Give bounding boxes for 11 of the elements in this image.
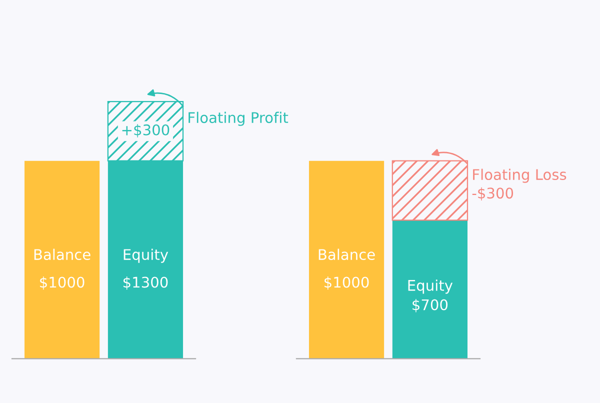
- data-label: $1000: [40, 276, 84, 290]
- x-tick-label: Balance: [34, 248, 90, 260]
- total-label: $1300: [123, 276, 168, 290]
- data-label: +$300: [122, 124, 170, 138]
- x-tick-label: Equity: [408, 280, 453, 294]
- data-label: $700: [412, 298, 448, 312]
- annotation: Floating Profit: [188, 112, 288, 126]
- x-tick-label: Balance: [318, 248, 375, 260]
- data-label: $1000: [324, 276, 369, 290]
- x-tick-label: Equity: [124, 248, 168, 263]
- annotation: Floating Loss -$300: [472, 168, 566, 201]
